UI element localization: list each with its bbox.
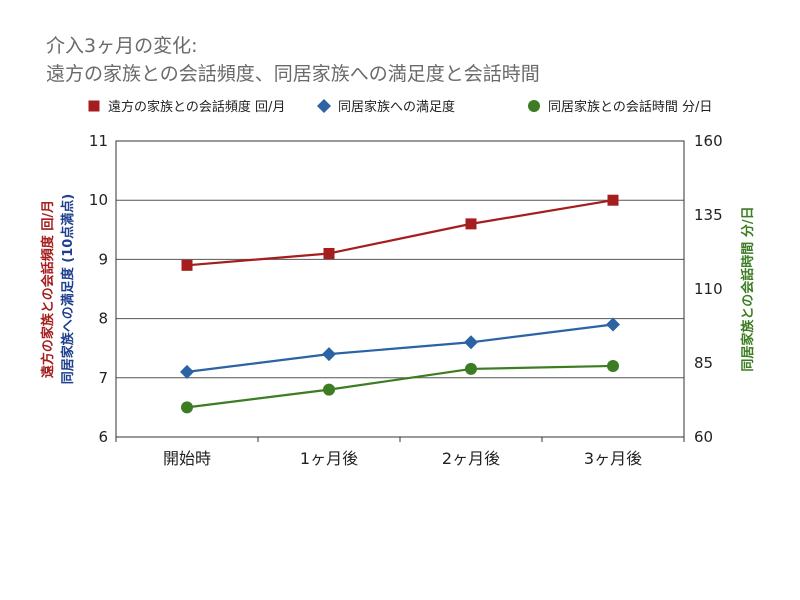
left-tick-label: 11 — [89, 132, 108, 150]
data-point-series-0 — [607, 194, 619, 206]
data-point-series-0 — [323, 247, 335, 259]
legend: 遠方の家族との会話頻度 回/月 同居家族への満足度 同居家族との会話時間 分/日 — [88, 99, 712, 115]
legend-marker-2 — [528, 100, 540, 112]
left-axis-title-1: 遠方の家族との会話頻度 回/月 — [40, 200, 56, 378]
left-tick-label: 7 — [98, 369, 108, 387]
left-tick-label: 10 — [89, 191, 108, 209]
chart-title-line-2: 遠方の家族との会話頻度、同居家族への満足度と会話時間 — [46, 63, 540, 85]
data-point-series-1 — [464, 335, 478, 350]
gridlines — [116, 199, 684, 379]
data-point-series-2 — [323, 383, 335, 396]
data-point-series-1 — [180, 364, 194, 379]
right-axis-title: 同居家族との会話時間 分/日 — [740, 206, 756, 371]
axis-titles: 遠方の家族との会話頻度 回/月 同居家族への満足度 (10点満点) 同居家族との会話… — [40, 194, 756, 385]
data-point-series-0 — [465, 218, 477, 230]
chart-title: 介入3ヶ月の変化: 遠方の家族との会話頻度、同居家族への満足度と会話時間 — [46, 35, 540, 85]
legend-marker-1 — [317, 99, 331, 113]
legend-label: 同居家族との会話時間 分/日 — [548, 99, 712, 115]
series-line-0 — [186, 199, 614, 267]
right-tick-label: 85 — [694, 354, 713, 372]
series-line-1 — [186, 323, 614, 373]
data-point-series-2 — [465, 362, 477, 375]
x-axis-ticks: 開始時 1ヶ月後 2ヶ月後 3ヶ月後 — [115, 437, 685, 468]
left-tick-label: 9 — [98, 250, 108, 268]
data-point-series-0 — [181, 259, 193, 271]
left-axis-ticks: 6 7 8 9 10 11 — [89, 132, 108, 446]
legend-marker-0 — [88, 100, 100, 112]
chart-title-line-1: 介入3ヶ月の変化: — [46, 35, 198, 57]
left-tick-label: 8 — [98, 310, 108, 328]
data-point-series-1 — [322, 347, 336, 362]
x-tick-label: 3ヶ月後 — [584, 449, 642, 468]
legend-label: 同居家族への満足度 — [338, 99, 455, 115]
right-axis-ticks: 60 85 110 135 160 — [694, 132, 723, 446]
x-tick-label: 1ヶ月後 — [300, 449, 358, 468]
x-tick-label: 2ヶ月後 — [442, 449, 500, 468]
legend-label: 遠方の家族との会話頻度 回/月 — [108, 99, 285, 115]
right-tick-label: 160 — [694, 132, 723, 150]
data-point-series-1 — [606, 317, 620, 332]
right-tick-label: 110 — [694, 280, 723, 298]
left-tick-label: 6 — [98, 428, 108, 446]
right-tick-label: 135 — [694, 206, 723, 224]
series-layer — [180, 194, 620, 414]
series-line-2 — [186, 364, 614, 409]
plot-frame — [115, 140, 685, 438]
left-axis-title-2: 同居家族への満足度 (10点満点) — [60, 194, 76, 385]
x-tick-label: 開始時 — [163, 449, 211, 468]
data-point-series-2 — [607, 359, 619, 372]
right-tick-label: 60 — [694, 428, 713, 446]
data-point-series-2 — [181, 401, 193, 414]
